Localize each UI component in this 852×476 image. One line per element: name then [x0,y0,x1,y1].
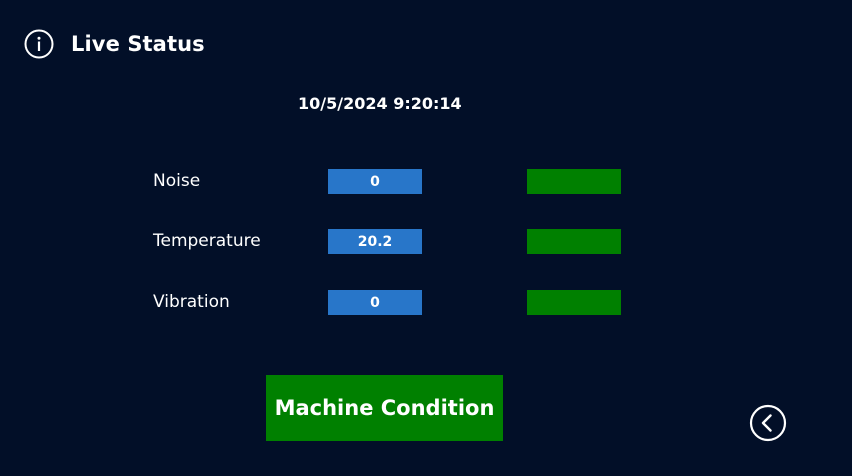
metric-row-vibration: Vibration 0 [0,290,852,316]
metric-row-noise: Noise 0 [0,169,852,195]
status-indicator [527,290,621,315]
metric-value: 0 [328,290,422,315]
metric-value: 0 [328,169,422,194]
metric-row-temperature: Temperature 20.2 [0,229,852,255]
chevron-left-circle-icon [749,404,787,442]
status-indicator [527,229,621,254]
machine-condition-button[interactable]: Machine Condition [266,375,503,441]
back-button[interactable] [749,404,787,442]
metric-label: Temperature [153,231,261,251]
page-title: Live Status [71,32,205,56]
metric-value: 20.2 [328,229,422,254]
header: Live Status [24,29,205,59]
metric-label: Vibration [153,292,230,312]
info-icon[interactable] [24,29,54,59]
timestamp: 10/5/2024 9:20:14 [298,94,462,113]
status-indicator [527,169,621,194]
metric-label: Noise [153,171,201,191]
